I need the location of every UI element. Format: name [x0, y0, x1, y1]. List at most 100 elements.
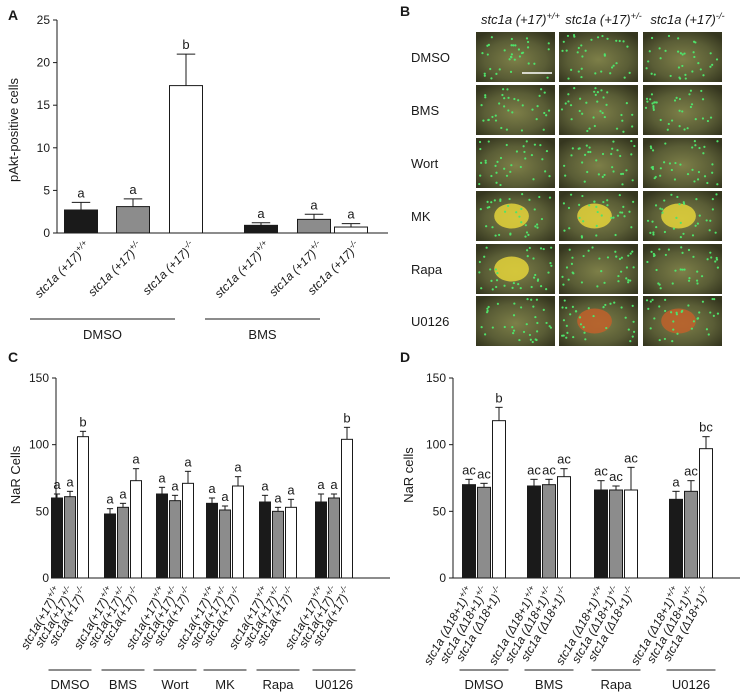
panel-b-fluorescent-cell — [565, 306, 568, 309]
panel-b-fluorescent-cell — [484, 161, 487, 164]
panel-b-fluorescent-cell — [546, 76, 549, 79]
panel-b-fluorescent-cell — [601, 34, 604, 38]
panel-d-y-tick-label: 50 — [433, 504, 447, 518]
panel-b-fluorescent-cell — [654, 175, 657, 179]
panel-c-bar — [259, 501, 271, 579]
panel-b-fluorescent-cell — [712, 314, 715, 317]
panel-a-letter: A — [8, 7, 18, 23]
panel-b-fluorescent-cell — [694, 224, 697, 227]
panel-b-micrograph-background — [643, 32, 722, 82]
panel-b-fluorescent-cell — [498, 233, 501, 237]
panel-b-fluorescent-cell — [530, 153, 534, 157]
panel-b-fluorescent-cell — [696, 178, 700, 181]
panel-b-fluorescent-cell — [696, 317, 700, 320]
panel-b-fluorescent-cell — [670, 311, 673, 314]
panel-b-fluorescent-cell — [577, 70, 580, 73]
panel-b-fluorescent-cell — [598, 257, 601, 260]
panel-b-fluorescent-cell — [512, 331, 515, 335]
panel-b-row-label: DMSO — [411, 50, 450, 65]
panel-b-fluorescent-cell — [625, 277, 628, 280]
panel-b-fluorescent-cell — [496, 271, 499, 275]
panel-b-fluorescent-cell — [601, 111, 604, 115]
panel-b-fluorescent-cell — [706, 258, 709, 261]
panel-b-fluorescent-cell — [623, 215, 626, 218]
panel-b-fluorescent-cell — [664, 49, 667, 52]
panel-b-fluorescent-cell — [631, 250, 634, 253]
panel-b-fluorescent-cell — [586, 170, 589, 174]
panel-c-significance-letter: a — [274, 490, 282, 505]
panel-b-fluorescent-cell — [584, 49, 587, 52]
panel-b-fluorescent-cell — [512, 44, 515, 47]
panel-b-fluorescent-cell — [508, 197, 511, 201]
panel-b-fluorescent-cell — [703, 175, 707, 178]
panel-b-fluorescent-cell — [579, 323, 583, 326]
panel-b-fluorescent-cell — [623, 76, 626, 79]
panel-b-micrograph — [476, 191, 555, 241]
panel-b-fluorescent-cell — [511, 111, 514, 114]
panel-b-fluorescent-cell — [503, 97, 506, 100]
panel-b-fluorescent-cell — [563, 229, 566, 232]
panel-d-bar — [669, 498, 683, 579]
panel-b-fluorescent-cell — [672, 328, 675, 331]
panel-b-fluorescent-cell — [683, 128, 686, 131]
panel-b-fluorescent-cell — [595, 224, 598, 228]
panel-b-fluorescent-cell — [602, 306, 605, 309]
panel-b-fluorescent-cell — [534, 273, 537, 277]
panel-b-fluorescent-cell — [582, 254, 585, 258]
panel-b-fluorescent-cell — [683, 52, 686, 55]
panel-d-y-tick-label: 0 — [439, 571, 446, 585]
panel-b-fluorescent-cell — [705, 328, 709, 331]
panel-b-fluorescent-cell — [482, 119, 485, 122]
panel-b-fluorescent-cell — [484, 333, 487, 336]
panel-b-fluorescent-cell — [496, 302, 500, 305]
panel-b-fluorescent-cell — [596, 36, 600, 39]
panel-b-fluorescent-cell — [566, 331, 569, 334]
panel-b-fluorescent-cell — [709, 311, 712, 314]
panel-d-bar — [609, 489, 623, 579]
panel-b-fluorescent-cell — [618, 193, 621, 197]
panel-b-fluorescent-cell — [572, 272, 575, 275]
panel-b-fluorescent-cell — [577, 46, 580, 50]
panel-b-fluorescent-cell — [565, 324, 568, 327]
panel-b-fluorescent-cell — [525, 231, 529, 234]
panel-d-group-label: U0126 — [672, 677, 710, 692]
panel-b-fluorescent-cell — [535, 298, 539, 301]
panel-b-fluorescent-cell — [661, 208, 664, 211]
panel-d-significance-letter: ac — [624, 450, 638, 465]
panel-b-fluorescent-cell — [709, 219, 712, 222]
panel-a-bar — [334, 226, 368, 234]
panel-d-group-label: BMS — [535, 677, 564, 692]
panel-b-fluorescent-cell — [705, 219, 708, 222]
panel-b-fluorescent-cell — [646, 219, 650, 222]
panel-b-fluorescent-cell — [679, 163, 682, 166]
panel-a-bar — [116, 206, 150, 234]
panel-c-group-label: DMSO — [51, 677, 90, 692]
panel-b-fluorescent-cell — [587, 249, 590, 252]
panel-b-fluorescent-cell — [649, 98, 652, 101]
panel-b-fluorescent-cell — [526, 255, 529, 258]
panel-b-fluorescent-cell — [524, 235, 527, 238]
panel-b-fluorescent-cell — [600, 89, 603, 92]
panel-a-x-tick-label-base: stc1a (+17) — [85, 247, 138, 300]
panel-b-fluorescent-cell — [663, 230, 667, 234]
panel-b-fluorescent-cell — [710, 256, 713, 259]
panel-b-fluorescent-cell — [651, 149, 655, 152]
panel-b-fluorescent-cell — [585, 144, 588, 147]
panel-b-fluorescent-cell — [544, 170, 547, 173]
panel-b-fluorescent-cell — [490, 174, 493, 178]
panel-b-fluorescent-cell — [491, 115, 494, 119]
panel-b-fluorescent-cell — [621, 211, 624, 214]
panel-b-fluorescent-cell — [625, 169, 628, 172]
panel-b-fluorescent-cell — [611, 147, 614, 150]
panel-b-fluorescent-cell — [695, 279, 699, 282]
panel-b-fluorescent-cell — [651, 298, 654, 302]
panel-c-significance-letter: a — [261, 478, 269, 493]
panel-b-fluorescent-cell — [593, 200, 596, 203]
panel-b-micrograph — [643, 244, 722, 294]
panel-b-micrograph-background — [643, 85, 722, 135]
panel-b-fluorescent-cell — [650, 166, 653, 169]
panel-a-x-tick-label: stc1a (+17)+/+ — [210, 238, 273, 301]
panel-b-fluorescent-cell — [629, 340, 632, 343]
panel-b-fluorescent-cell — [689, 105, 693, 109]
panel-b-fluorescent-cell — [533, 143, 537, 146]
